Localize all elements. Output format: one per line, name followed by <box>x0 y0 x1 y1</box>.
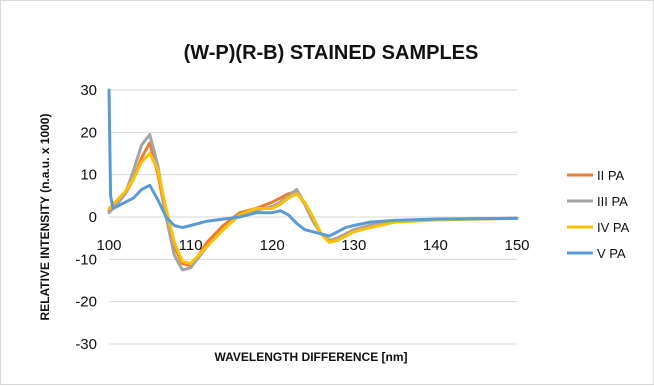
series-line-iv-pa <box>107 152 519 266</box>
y-axis-ticks: 30 20 10 0 -10 -20 -30 <box>75 82 97 353</box>
x-tick-label: 150 <box>504 237 529 254</box>
y-tick-label: -20 <box>75 294 97 311</box>
x-axis-ticks: 100 110 120 130 140 150 <box>96 237 529 254</box>
y-tick-label: -30 <box>75 336 97 353</box>
legend-label: III PA <box>597 194 628 209</box>
series-line-ii-pa <box>107 141 519 268</box>
y-tick-label: -10 <box>75 251 97 268</box>
x-tick-label: 130 <box>341 237 366 254</box>
chart-title: (W-P)(R-B) STAINED SAMPLES <box>184 42 479 64</box>
series-lines <box>107 88 519 272</box>
legend-label: II PA <box>597 168 625 183</box>
y-tick-label: 30 <box>80 82 97 99</box>
legend-label: IV PA <box>597 220 630 235</box>
x-tick-label: 100 <box>96 237 121 254</box>
x-tick-label: 110 <box>179 237 203 254</box>
y-axis-label: RELATIVE INTENSITY (n.a.u. x 1000) <box>38 114 52 321</box>
x-tick-label: 120 <box>260 237 285 254</box>
series-line-iii-pa <box>107 133 519 272</box>
legend: II PA III PA IV PA V PA <box>567 168 630 261</box>
y-tick-label: 0 <box>89 209 97 226</box>
y-tick-label: 20 <box>80 124 97 141</box>
series-line-v-pa <box>107 88 519 238</box>
legend-label: V PA <box>597 246 626 261</box>
x-axis-label: WAVELENGTH DIFFERENCE [nm] <box>214 350 407 364</box>
y-tick-label: 10 <box>80 167 97 184</box>
x-tick-label: 140 <box>423 237 448 254</box>
